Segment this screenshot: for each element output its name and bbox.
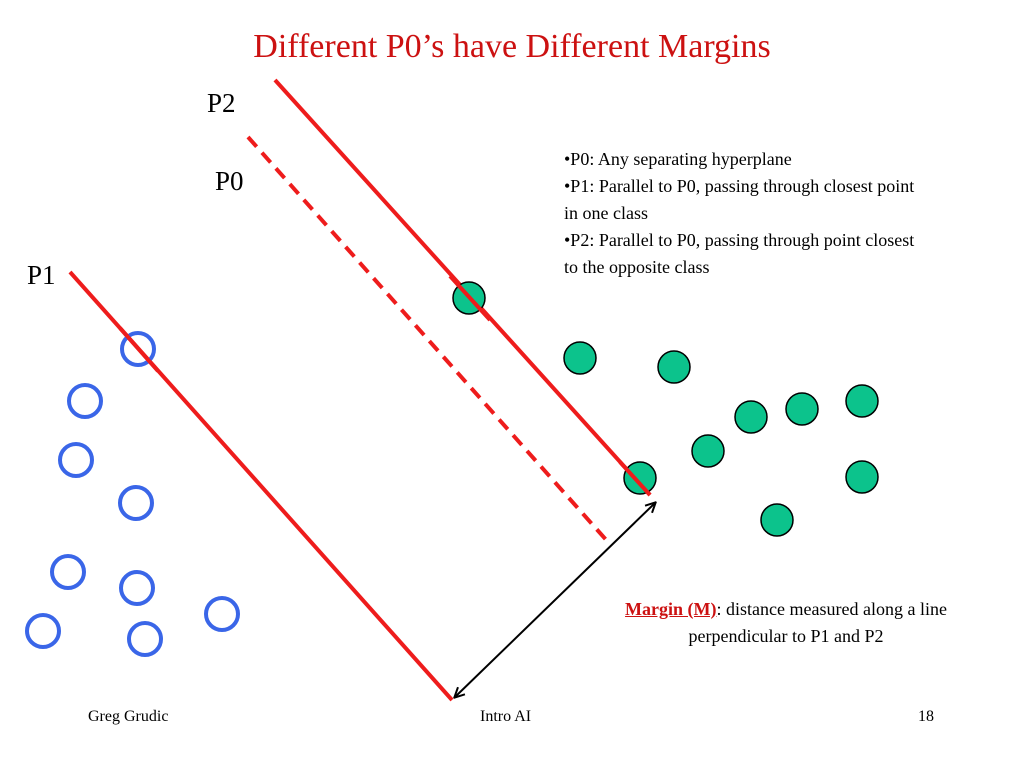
filled-circle [845,384,879,418]
margin-arrow [455,503,655,697]
definition-p1: •P1: Parallel to P0, passing through clo… [564,176,915,223]
class-open-circles [25,331,240,657]
filled-circle [734,400,768,434]
p1-line-overlay [118,326,160,373]
open-circle [120,331,156,367]
filled-circle [760,503,794,537]
filled-circle [563,341,597,375]
p0-label: P0 [215,166,244,196]
filled-circle [785,392,819,426]
open-circle [67,383,103,419]
p2-line-overlay [448,274,492,322]
definitions-list: •P0: Any separating hyperplane •P1: Para… [564,146,924,281]
open-circle [119,570,155,606]
p2-line-overlay [618,460,652,497]
margin-description: : distance measured along a line perpend… [688,599,947,646]
footer-author: Greg Grudic [88,708,169,725]
filled-circle [691,434,725,468]
slide-title: Different P0’s have Different Margins [253,28,771,65]
footer-course: Intro AI [480,708,532,725]
open-circle [204,596,240,632]
p2-label: P2 [207,88,236,118]
open-circle [127,621,163,657]
margin-note: Margin (M): distance measured along a li… [600,596,972,650]
p0-line [246,135,610,544]
open-circle [118,485,154,521]
footer-page-number: 18 [918,708,934,725]
definition-p2: •P2: Parallel to P0, passing through poi… [564,230,915,277]
p1-label: P1 [27,260,56,290]
margin-term: Margin (M) [625,599,717,619]
definition-p0: •P0: Any separating hyperplane [564,149,792,169]
filled-circle [845,460,879,494]
filled-circle [657,350,691,384]
class-filled-circles [452,281,879,537]
open-circle [58,442,94,478]
filled-circle [623,461,657,495]
open-circle [50,554,86,590]
open-circle [25,613,61,649]
